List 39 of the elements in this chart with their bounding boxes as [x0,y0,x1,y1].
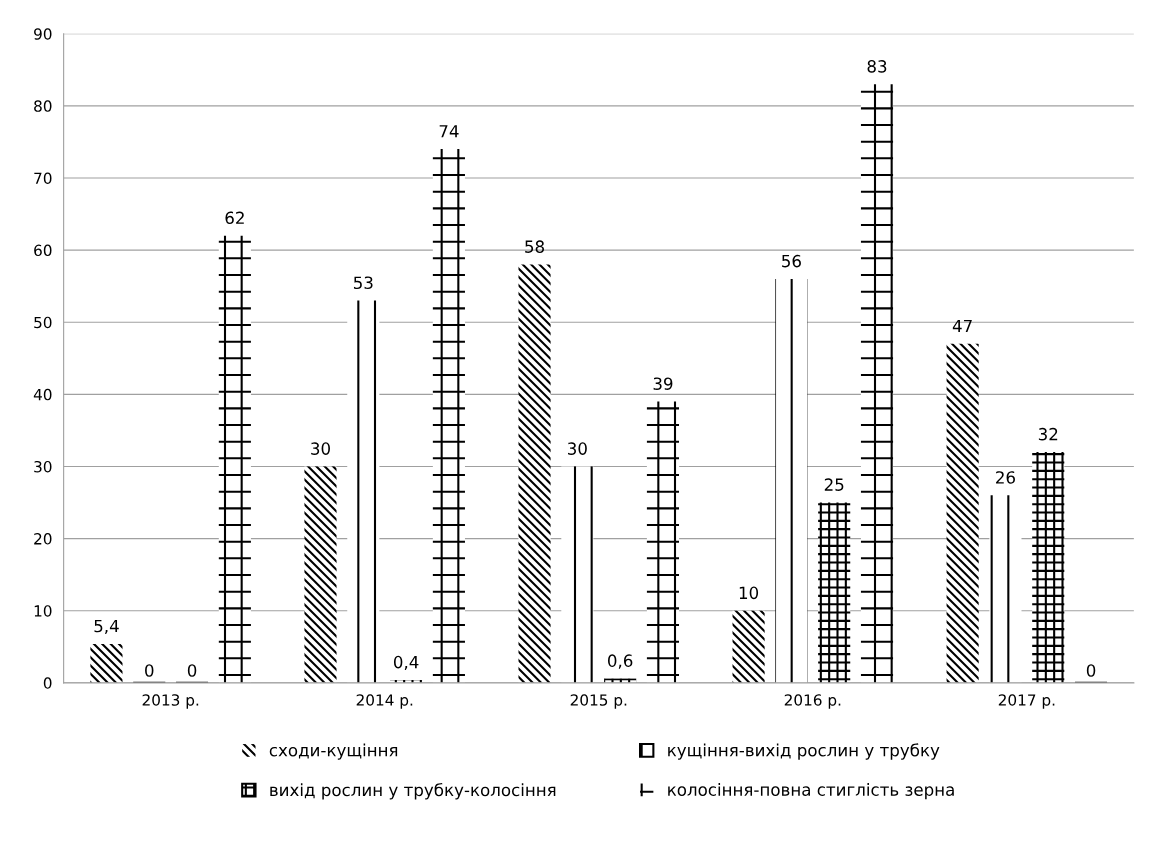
data-label: 56 [782,254,801,268]
data-label: 26 [996,471,1015,484]
y-tick-label: 80 [34,100,52,112]
y-tick-label: 60 [34,244,52,257]
legend-label: колосіння-повна стиглість зерна [668,783,954,800]
y-tick-label: 20 [34,533,52,545]
y-tick-label: 0 [43,677,52,689]
data-label: 39 [653,377,673,390]
data-label: 47 [952,319,972,333]
data-label: 62 [225,211,244,225]
x-tick-label: 2013 р. [142,694,199,709]
data-label: 83 [867,60,887,73]
data-label: 53 [353,276,373,290]
x-tick-label: 2017 р. [998,694,1055,709]
y-tick-label: 50 [34,316,52,329]
data-label: 32 [1038,427,1058,441]
data-label: 0 [1086,664,1096,677]
x-tick-label: 2016 р. [784,694,841,709]
legend-label: кущіння-вихід рослин у трубку [668,743,940,760]
y-tick-label: 10 [34,605,52,617]
x-tick-label: 2014 р. [356,694,413,709]
y-tick-label: 70 [34,172,52,184]
data-label: 25 [824,478,844,491]
data-label: 30 [311,442,330,455]
data-label: 10 [739,586,759,600]
x-tick-label: 2015 р. [570,694,627,709]
y-tick-label: 90 [34,28,52,40]
data-label: 74 [439,125,459,138]
y-tick-label: 40 [33,388,52,401]
y-tick-label: 30 [34,460,52,473]
data-label: 0,6 [608,654,633,669]
data-label: 0 [187,664,197,677]
data-label: 0 [145,664,154,677]
data-label: 58 [525,240,544,253]
legend-label: сходи-кущіння [269,743,398,760]
data-label: 30 [568,442,587,455]
data-label: 5,4 [94,619,119,635]
data-label: 0,4 [393,655,419,671]
legend-label: вихід рослин у трубку-колосіння [270,783,556,800]
